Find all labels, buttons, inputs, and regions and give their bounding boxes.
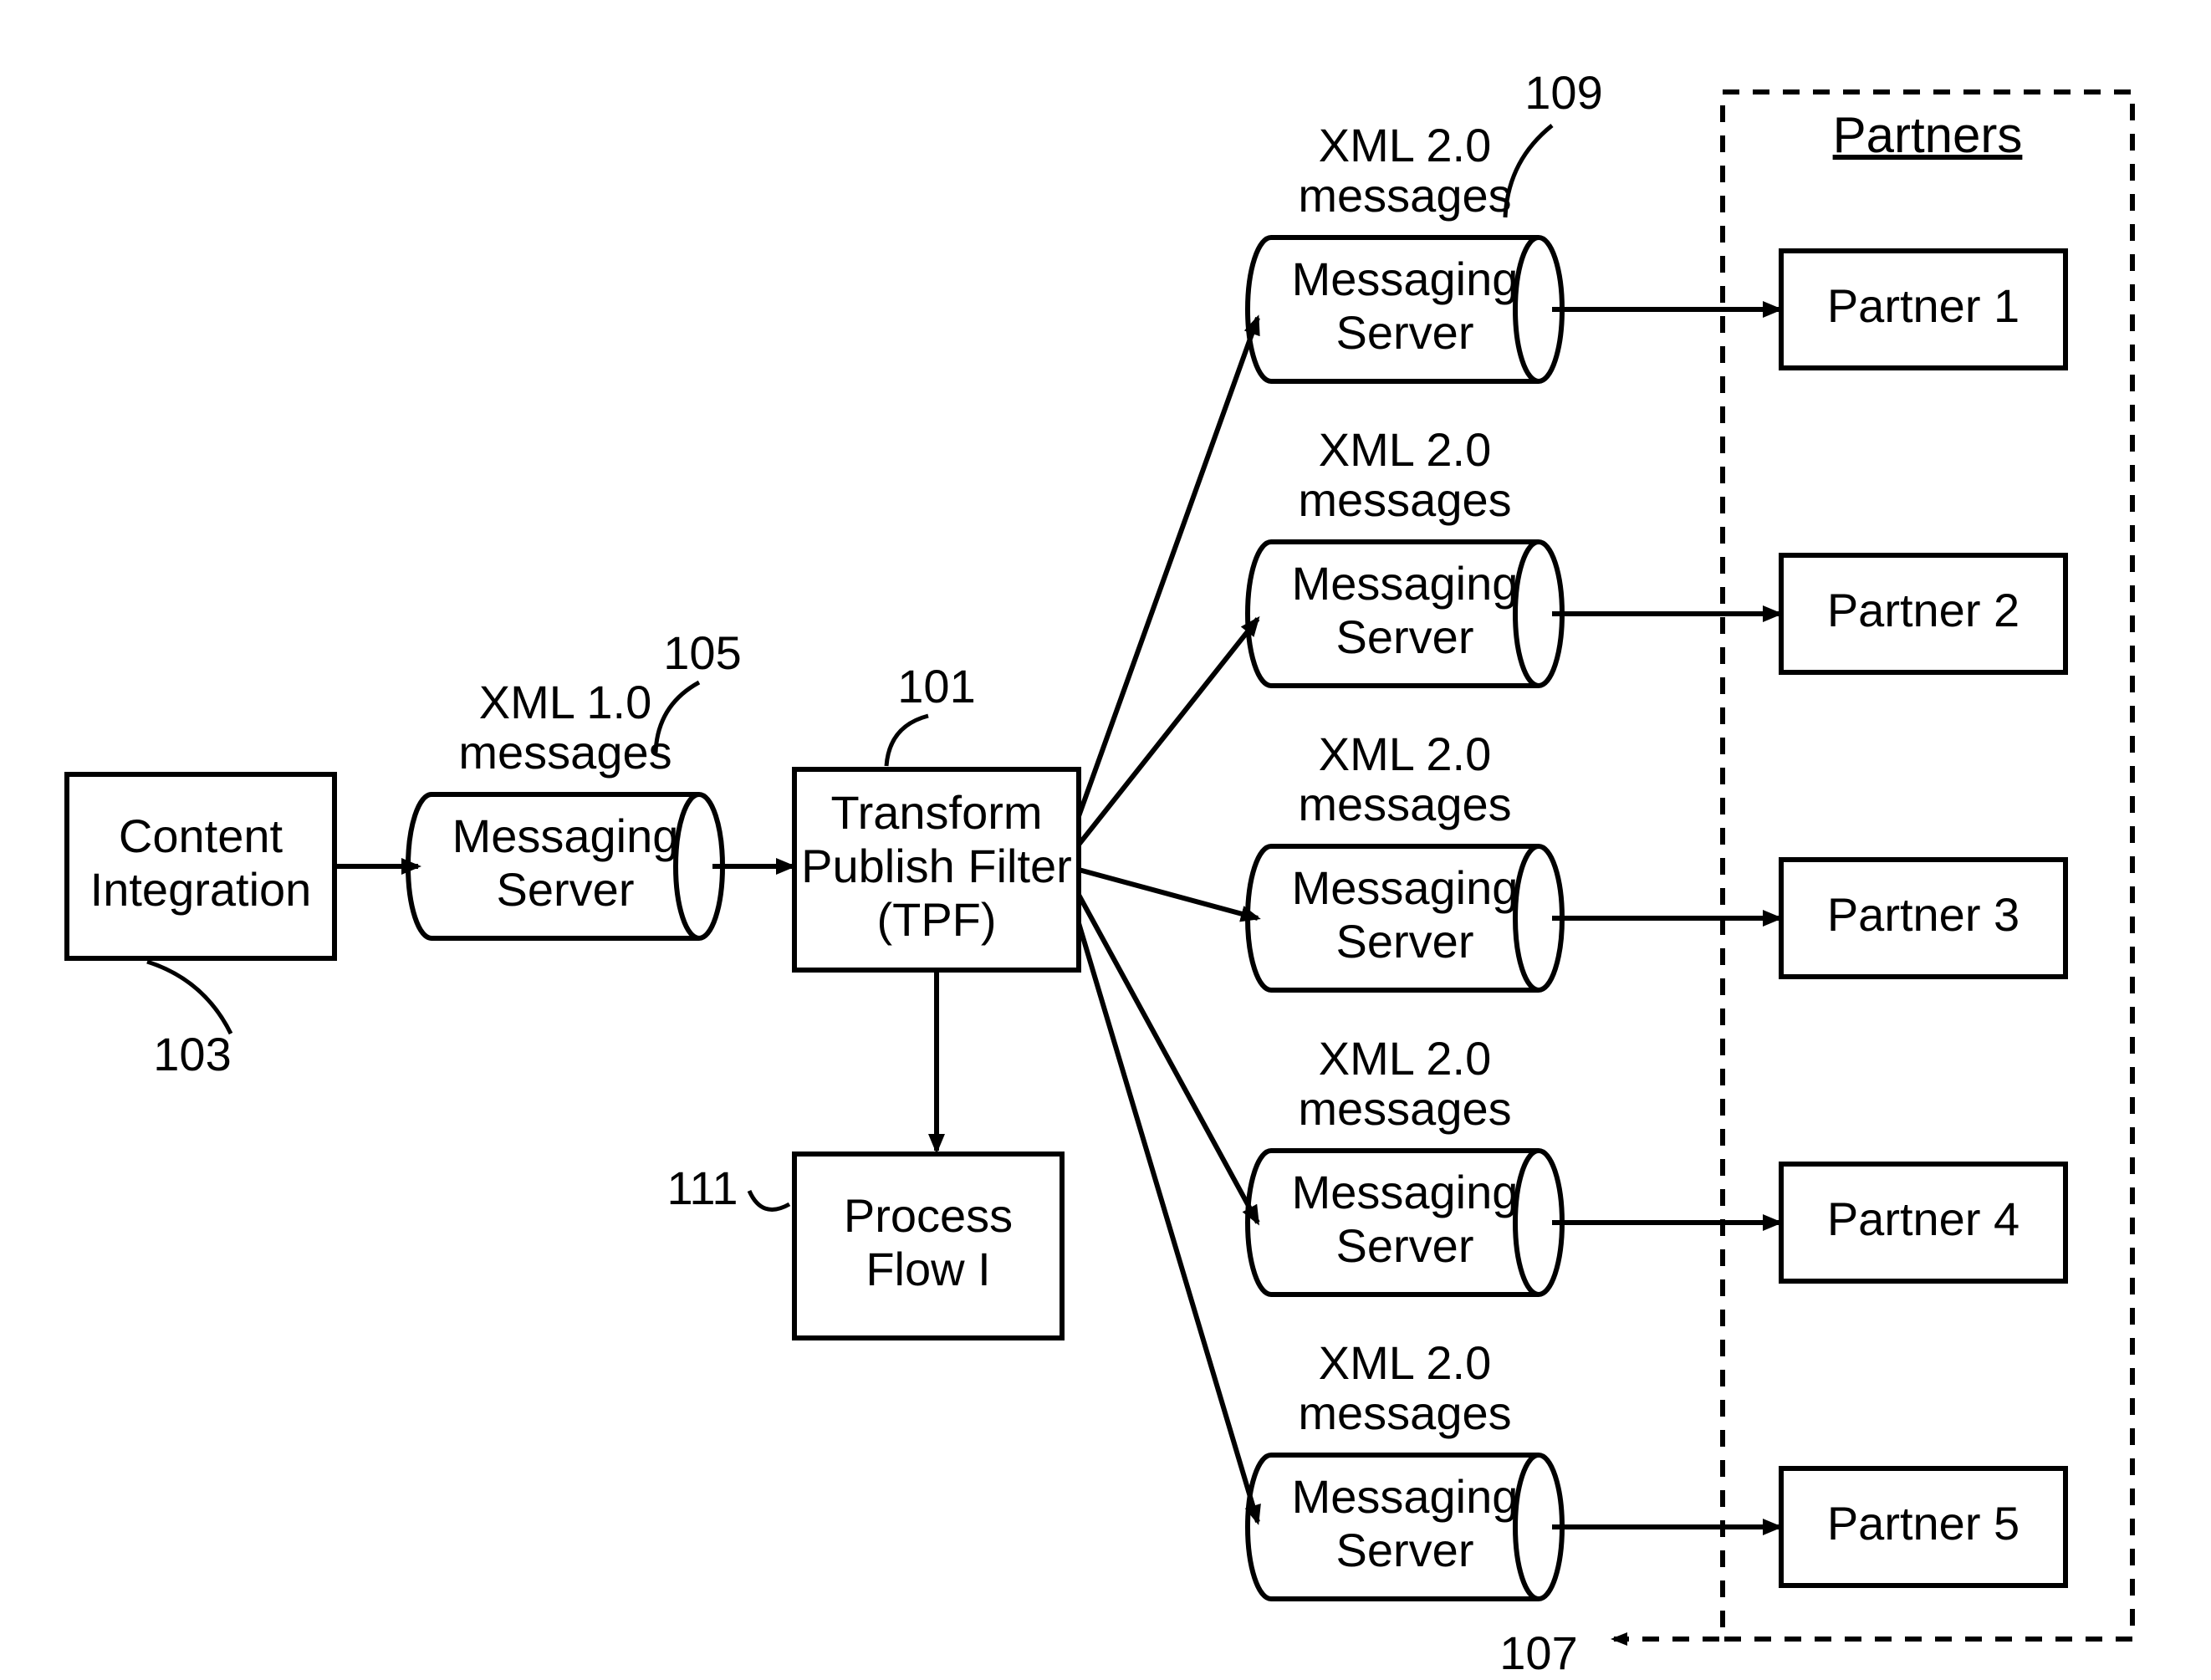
edge-4 xyxy=(1079,619,1258,845)
svg-text:XML 2.0messages: XML 2.0messages xyxy=(1298,423,1511,526)
ref-r107: 107 xyxy=(1499,1626,1719,1676)
edge-3 xyxy=(1079,318,1258,816)
svg-text:109: 109 xyxy=(1524,66,1602,119)
edge-5 xyxy=(1079,870,1258,918)
svg-text:XML 1.0messages: XML 1.0messages xyxy=(458,676,671,779)
svg-text:XML 2.0messages: XML 2.0messages xyxy=(1298,728,1511,830)
partners-title: Partners xyxy=(1833,107,2023,163)
svg-text:XML 2.0messages: XML 2.0messages xyxy=(1298,1336,1511,1439)
svg-text:ProcessFlow I: ProcessFlow I xyxy=(844,1189,1013,1295)
svg-text:Partner 4: Partner 4 xyxy=(1827,1192,2020,1245)
ref-r111: 111 xyxy=(666,1162,789,1214)
svg-text:103: 103 xyxy=(153,1028,231,1080)
svg-text:107: 107 xyxy=(1499,1626,1577,1676)
svg-text:101: 101 xyxy=(897,660,975,712)
svg-text:XML 2.0messages: XML 2.0messages xyxy=(1298,1032,1511,1135)
ref-r101: 101 xyxy=(886,660,976,766)
ref-r103: 103 xyxy=(147,962,232,1080)
edge-7 xyxy=(1079,923,1258,1522)
svg-text:Partner 3: Partner 3 xyxy=(1827,888,2020,941)
svg-text:ContentIntegration: ContentIntegration xyxy=(90,809,312,916)
svg-text:Partner 5: Partner 5 xyxy=(1827,1497,2020,1550)
svg-text:Partner 2: Partner 2 xyxy=(1827,584,2020,636)
ref-r109: 109 xyxy=(1505,66,1603,217)
svg-text:105: 105 xyxy=(663,626,741,679)
svg-text:XML 2.0messages: XML 2.0messages xyxy=(1298,119,1511,222)
svg-text:111: 111 xyxy=(666,1162,738,1214)
edge-6 xyxy=(1079,895,1258,1223)
svg-text:Partner 1: Partner 1 xyxy=(1827,279,2020,332)
